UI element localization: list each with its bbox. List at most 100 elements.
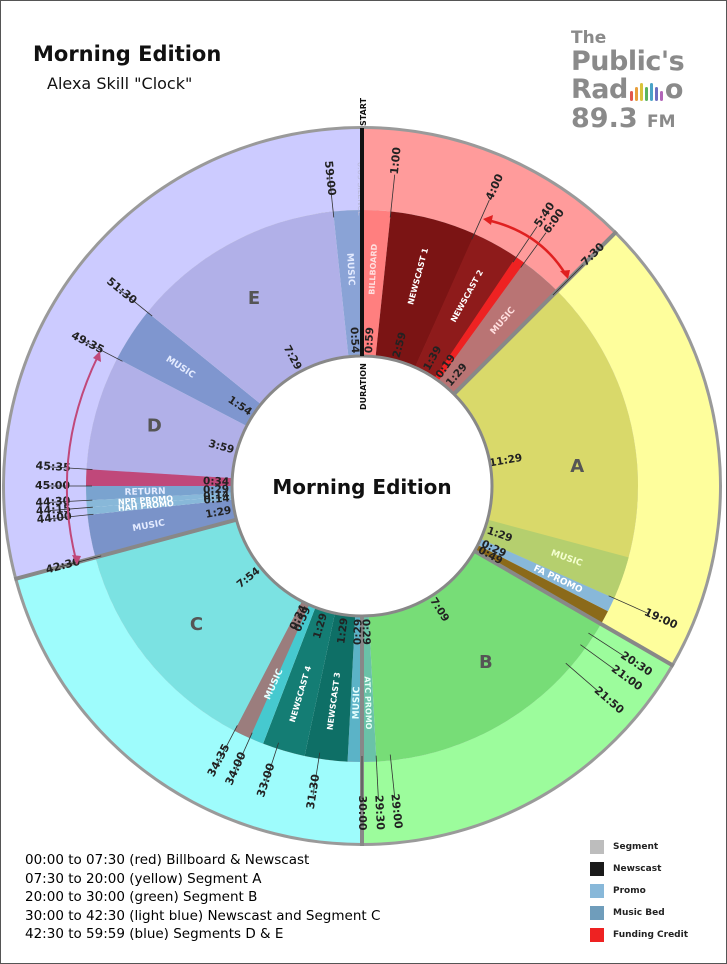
segment-letter-C: C <box>190 614 203 635</box>
inner-block <box>375 211 475 368</box>
time-leader <box>588 632 625 657</box>
time-label: 29:00 <box>388 793 405 830</box>
inner-block <box>86 486 233 501</box>
key-item: Segment <box>590 836 688 858</box>
inner-block <box>86 496 233 515</box>
segment-divider <box>13 517 237 582</box>
logo-band: FM <box>647 112 676 132</box>
inner-block <box>347 615 362 762</box>
logo-bar <box>629 91 633 101</box>
block-label: MUSIC <box>352 686 363 719</box>
time-leader <box>49 499 93 503</box>
segment-divider <box>452 230 618 396</box>
leader-lines <box>49 174 649 799</box>
time-leader <box>552 264 584 296</box>
inner-block <box>368 551 602 762</box>
legend-line: 20:00 to 30:00 (green) Segment B <box>25 889 258 906</box>
inner-block <box>453 290 639 599</box>
duration-label: 0:34 <box>203 475 229 488</box>
duration-label: 0:14 <box>203 489 230 503</box>
time-leader <box>312 752 321 796</box>
duration-label: 0:29 <box>203 483 229 496</box>
inner-block <box>263 607 335 756</box>
inner-block <box>474 545 608 624</box>
transition-arrows <box>65 215 570 565</box>
duration-label: 0:54 <box>348 327 361 354</box>
segment-letter-B: B <box>479 652 493 673</box>
block-label: NPR PROMO <box>118 494 174 507</box>
station-logo: The Public's Rad o 89.3 FM <box>571 28 685 137</box>
duration-label: 11:29 <box>488 452 523 470</box>
inner-block <box>86 358 247 479</box>
logo-bar <box>639 83 643 101</box>
key-swatch <box>590 840 604 854</box>
logo-bar <box>654 87 658 101</box>
logo-bars-icon <box>629 83 665 101</box>
inner-ring <box>86 210 639 762</box>
time-label: 59:00 <box>322 160 339 197</box>
key-item: Funding Credit <box>590 924 688 946</box>
time-leader <box>328 174 335 218</box>
time-leader <box>59 555 102 568</box>
duration-label: 1:29 <box>205 504 233 521</box>
segment-arc-billboard <box>362 129 615 291</box>
block-label: MUSIC <box>344 253 356 287</box>
inner-block <box>414 233 517 379</box>
duration-marker: DURATION <box>359 363 368 410</box>
inner-block <box>87 499 237 558</box>
key-swatch <box>590 906 604 920</box>
segment-arc-B <box>362 624 672 843</box>
inner-block <box>438 262 558 395</box>
logo-line-3: Rad o <box>571 76 684 104</box>
time-label: 44:30 <box>35 494 71 509</box>
time-label: 31:30 <box>304 773 322 810</box>
time-leader <box>217 725 238 764</box>
time-label: 44:00 <box>36 510 73 527</box>
segment-dividers <box>13 230 675 846</box>
time-leader <box>49 506 93 511</box>
time-leader <box>375 755 379 799</box>
time-leader <box>512 226 538 263</box>
time-leader <box>118 288 153 317</box>
logo-line-4: 89.3 FM <box>571 104 684 137</box>
key-label: Promo <box>613 886 646 896</box>
logo-line-3-text: Rad <box>571 74 628 105</box>
legend-line: 30:00 to 42:30 (light blue) Newscast and… <box>25 907 381 924</box>
time-label: 44:15 <box>35 502 71 518</box>
page-subtitle: Alexa Skill "Clock" <box>47 74 193 93</box>
key-swatch <box>590 884 604 898</box>
page-title: Morning Edition <box>33 42 222 66</box>
segment-letter-E: E <box>248 288 260 309</box>
legend-line: 00:00 to 07:30 (red) Billboard & Newscas… <box>25 852 310 868</box>
block-label: ATC PROMO <box>363 676 373 730</box>
time-label: 1:00 <box>388 146 404 175</box>
key-item: Newscast <box>590 858 688 880</box>
logo-bar <box>644 87 648 101</box>
segment-divider <box>473 549 675 668</box>
time-label: 45:00 <box>35 479 70 492</box>
start-marker: START <box>359 97 368 126</box>
inner-block <box>434 256 525 381</box>
inner-block <box>117 312 261 426</box>
time-label: 30:00 <box>356 795 369 830</box>
legend-line: 07:30 to 20:00 (yellow) Segment A <box>25 870 262 887</box>
schedule-legend: 00:00 to 07:30 (red) Billboard & Newscas… <box>25 851 380 944</box>
key-item: Promo <box>590 880 688 902</box>
inner-block <box>234 601 310 739</box>
segment-letter-D: D <box>147 415 162 436</box>
segment-arc-A <box>557 233 719 665</box>
time-leader <box>84 341 123 362</box>
inner-block <box>86 468 233 486</box>
inner-block <box>86 492 233 508</box>
inner-block <box>95 519 302 731</box>
time-leader <box>50 513 94 520</box>
inner-block <box>147 211 349 405</box>
segment-arc-DE <box>4 129 362 579</box>
key-label: Newscast <box>613 864 662 874</box>
logo-line-2: Public's <box>571 46 685 77</box>
time-leader <box>49 466 93 470</box>
key-swatch <box>590 928 604 942</box>
time-leader <box>389 174 396 218</box>
time-leader <box>264 742 279 784</box>
inner-block <box>333 210 362 357</box>
